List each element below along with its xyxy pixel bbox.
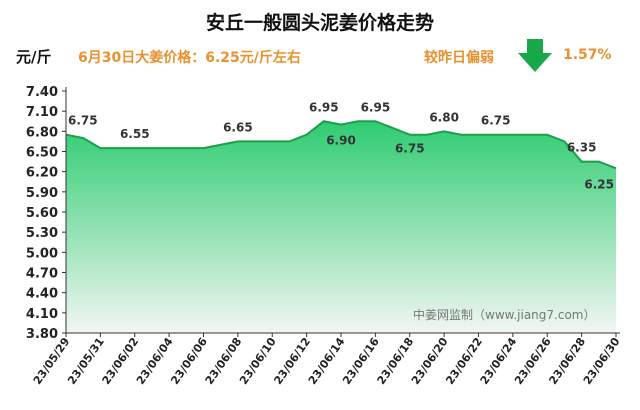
- data-label: 6.95: [361, 100, 391, 114]
- change-percent: 1.57%: [563, 47, 612, 63]
- watermark: 中姜网监制（www.jiang7.com）: [413, 307, 595, 322]
- y-tick-label: 7.40: [26, 85, 58, 100]
- data-label: 6.75: [481, 114, 511, 128]
- data-label: 6.55: [120, 127, 150, 141]
- y-tick-label: 6.50: [26, 146, 58, 161]
- y-tick-label: 7.10: [26, 105, 58, 120]
- y-tick-label: 5.90: [26, 186, 58, 201]
- chart-title: 安丘一般圆头泥姜价格走势: [205, 12, 434, 34]
- data-label: 6.75: [68, 114, 98, 128]
- data-label: 6.35: [567, 141, 597, 155]
- y-tick-label: 4.40: [26, 287, 58, 302]
- down-arrow-icon: [518, 39, 552, 72]
- data-label: 6.65: [223, 120, 253, 134]
- y-tick-label: 5.00: [26, 246, 58, 261]
- y-tick-label: 5.30: [26, 226, 58, 241]
- data-label: 6.25: [584, 177, 614, 191]
- data-label: 6.90: [326, 134, 356, 148]
- y-tick-label: 6.20: [26, 166, 58, 181]
- y-tick-label: 6.80: [26, 125, 58, 140]
- y-tick-label: 5.60: [26, 206, 58, 221]
- data-label: 6.75: [395, 142, 425, 156]
- data-label: 6.80: [429, 110, 459, 124]
- y-tick-label: 4.10: [26, 307, 58, 322]
- data-label: 6.95: [309, 100, 339, 114]
- price-line: [65, 120, 617, 170]
- y-tick-label: 3.80: [26, 327, 58, 342]
- y-axis-unit: 元/斤: [16, 48, 52, 66]
- compare-label: 较昨日偏弱: [424, 50, 494, 66]
- price-note: 6月30日大姜价格：6.25元/斤左右: [78, 50, 301, 66]
- y-tick-label: 4.70: [26, 267, 58, 282]
- price-area: [66, 121, 616, 333]
